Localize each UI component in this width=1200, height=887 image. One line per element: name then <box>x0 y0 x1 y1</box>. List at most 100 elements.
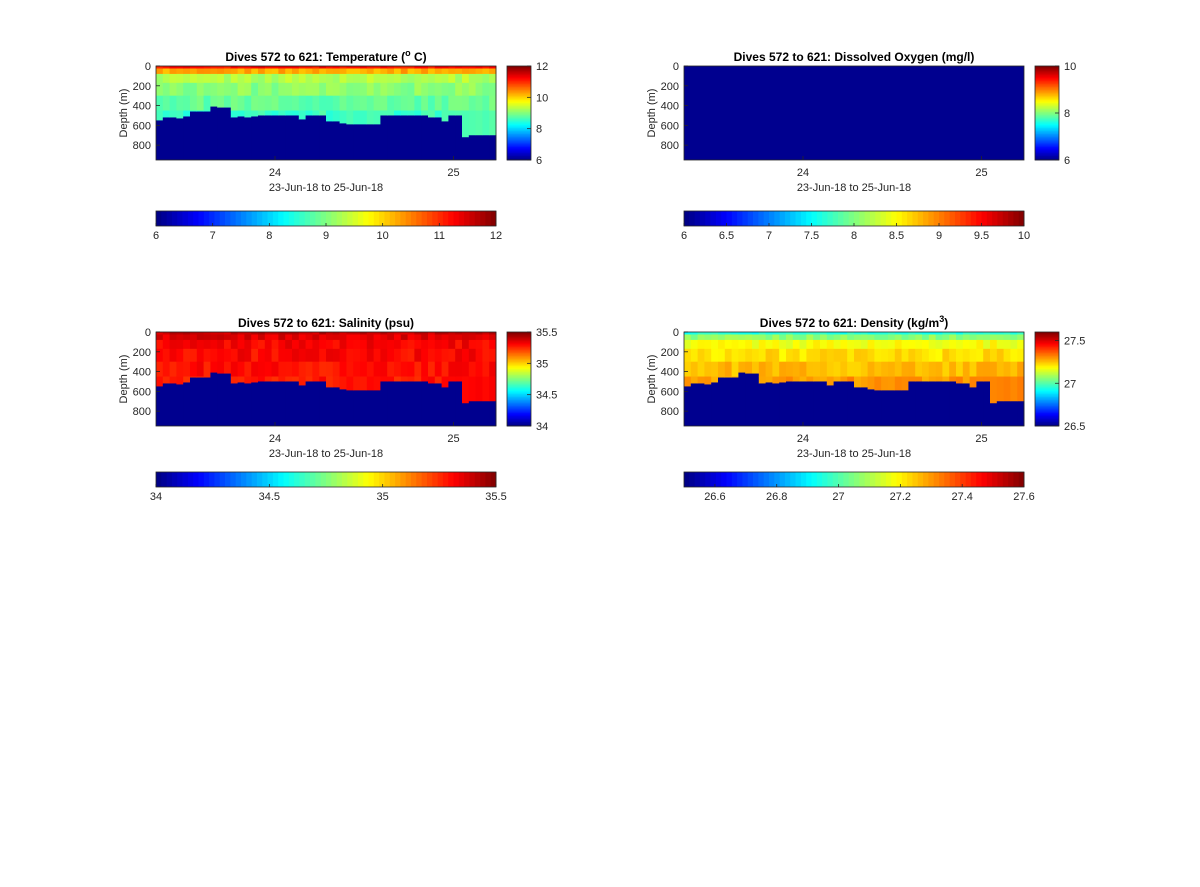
heatmap-cell <box>482 95 490 111</box>
colorbar-swatch <box>246 211 253 226</box>
heatmap-cell <box>704 348 712 363</box>
heatmap-cell <box>990 332 998 335</box>
heatmap-cell <box>956 348 964 363</box>
heatmap-cell <box>813 361 821 377</box>
heatmap-cell <box>366 348 374 363</box>
heatmap-cell <box>251 334 259 341</box>
heatmap-cell <box>196 110 204 112</box>
heatmap-cell <box>489 332 497 335</box>
heatmap-cell <box>387 68 395 75</box>
colorbar-swatch <box>507 346 531 349</box>
heatmap-cell <box>190 339 198 350</box>
heatmap-cell <box>475 95 483 111</box>
colorbar-swatch <box>907 211 913 226</box>
colorbar-swatch <box>507 424 531 427</box>
heatmap-cell <box>332 334 340 341</box>
colorbar-swatch <box>507 73 531 76</box>
heatmap-cell <box>230 376 238 384</box>
colorbar-swatch <box>480 211 486 226</box>
heatmap-cell <box>455 376 463 382</box>
heatmap-cell <box>346 66 354 69</box>
colorbar-swatch <box>939 472 945 487</box>
heatmap-cell <box>441 334 449 341</box>
heatmap-cell <box>217 95 225 108</box>
heatmap-cell <box>428 66 436 69</box>
heatmap-cell <box>285 361 293 377</box>
heatmap-cell <box>230 66 238 69</box>
colorbar-swatch <box>1035 71 1059 74</box>
heatmap-cell <box>1017 348 1025 363</box>
heatmap-cell <box>278 339 286 350</box>
heatmap-cell <box>990 334 998 341</box>
heatmap-cell <box>752 348 760 363</box>
colorbar-swatch <box>1035 370 1059 373</box>
colorbar-swatch <box>507 395 531 398</box>
heatmap-cell <box>400 68 408 75</box>
colorbar-swatch <box>742 211 749 226</box>
heatmap-cell <box>690 348 698 363</box>
colorbar-swatch <box>1035 136 1059 139</box>
heatmap-cell <box>874 334 882 341</box>
panel-title: Dives 572 to 621: Temperature (o C) <box>225 48 426 64</box>
seafloor-mask <box>468 135 476 160</box>
heatmap-cell <box>962 334 970 341</box>
heatmap-cell <box>326 82 334 97</box>
colorbar-tick-label: 8 <box>536 124 542 136</box>
colorbar-swatch <box>1035 68 1059 71</box>
colorbar-swatch <box>1002 211 1009 226</box>
heatmap-cell <box>867 339 875 350</box>
heatmap-cell <box>935 361 943 377</box>
y-axis-label: Depth (m) <box>118 89 130 138</box>
heatmap-cell <box>983 339 991 350</box>
heatmap-cell <box>305 73 313 84</box>
heatmap-cell <box>264 376 272 382</box>
colorbar-swatch <box>779 472 786 487</box>
heatmap-cell <box>745 332 753 335</box>
colorbar-swatch <box>721 211 727 226</box>
heatmap-cell <box>394 73 402 84</box>
heatmap-cell <box>237 95 245 111</box>
colorbar-swatch <box>352 211 359 226</box>
seafloor-mask <box>339 389 347 426</box>
colorbar-swatch <box>209 472 215 487</box>
heatmap-cell <box>305 339 313 350</box>
colorbar-swatch <box>1035 395 1059 398</box>
colorbar-frame <box>506 65 532 161</box>
seafloor-mask <box>360 124 368 160</box>
title-text-end: ) <box>944 316 948 330</box>
seafloor-mask <box>156 386 164 426</box>
colorbar-swatch <box>1035 80 1059 83</box>
colorbar-swatch <box>432 472 438 487</box>
colorbar-swatch <box>507 99 531 102</box>
heatmap-cell <box>826 376 834 386</box>
heatmap-cell <box>176 68 184 75</box>
heatmap-cell <box>806 339 814 350</box>
heatmap-cell <box>339 339 347 350</box>
heatmap-cell <box>271 376 279 382</box>
seafloor-mask <box>792 381 800 426</box>
heatmap-cell <box>718 334 726 341</box>
colorbar-swatch <box>448 472 454 487</box>
colorbar-swatch <box>241 211 247 226</box>
seafloor-mask <box>319 381 327 426</box>
colorbar-swatch <box>1035 361 1059 364</box>
heatmap-cell <box>908 339 916 350</box>
colorbar-swatch <box>507 110 531 112</box>
heatmap-cell <box>847 361 855 377</box>
heatmap-cell <box>366 334 374 341</box>
colorbar-swatch <box>507 113 531 115</box>
colorbar-tick-label: 10 <box>1064 61 1076 73</box>
colorbar-swatch <box>965 211 972 226</box>
heatmap-cell <box>833 334 841 341</box>
heatmap-cell <box>840 376 848 382</box>
x-tick-label: 25 <box>975 167 987 179</box>
heatmap-cell <box>224 73 232 84</box>
colorbar-swatch <box>507 411 531 414</box>
heatmap-cell <box>244 332 252 335</box>
heatmap-cell <box>806 348 814 363</box>
colorbar-swatch <box>469 472 476 487</box>
colorbar-swatch <box>1035 421 1059 424</box>
heatmap-cell <box>278 376 286 382</box>
heatmap-cell <box>455 110 463 116</box>
heatmap-cell <box>1010 348 1018 363</box>
